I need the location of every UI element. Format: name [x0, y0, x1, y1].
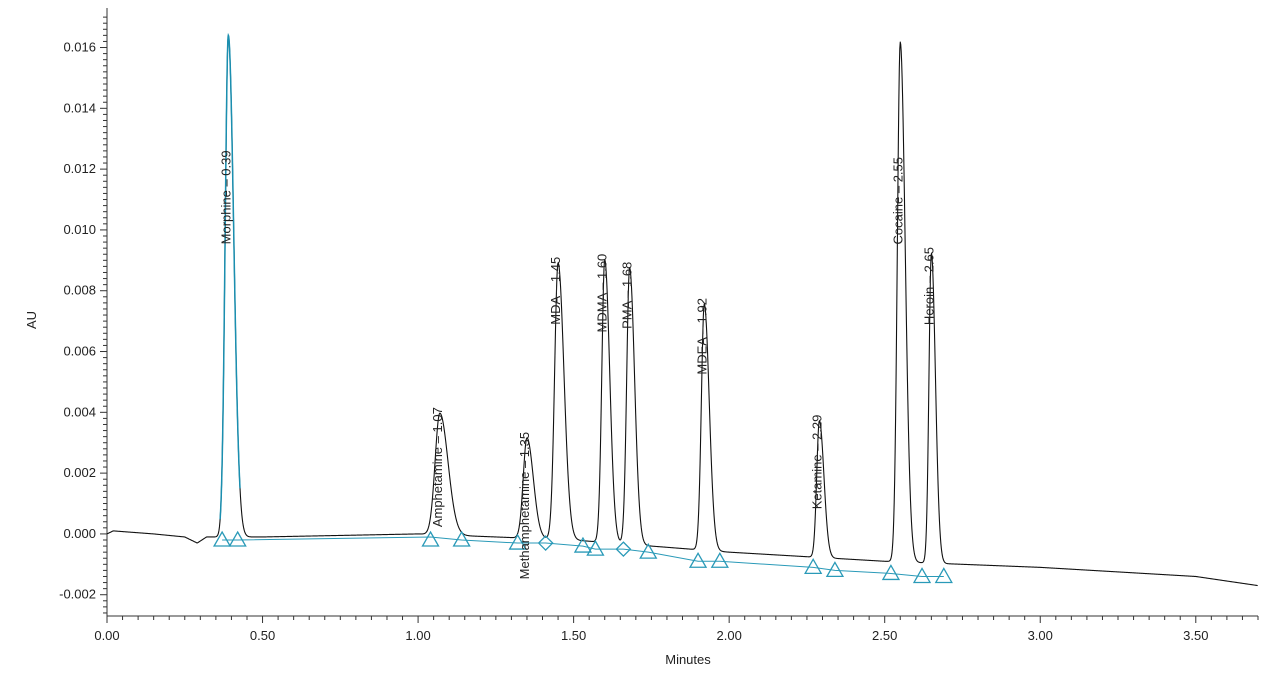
traces	[106, 32, 1258, 587]
x-tick-label: 1.50	[561, 628, 586, 643]
triangle-marker	[912, 567, 932, 584]
triangle-marker	[573, 536, 593, 553]
axes: -0.002 0.000 0.002 0.004 0.006 0.008 0.010 0.01…	[59, 8, 1259, 643]
highlighted-peak-trace	[219, 32, 241, 520]
y-tick-label: 0.004	[63, 404, 96, 419]
chromatogram-trace	[106, 34, 1258, 587]
y-tick-label: 0.002	[63, 465, 96, 480]
triangle-marker	[421, 530, 440, 547]
peak-label: Methamphetamine – 1.35	[517, 432, 532, 579]
triangle-marker	[452, 530, 471, 547]
triangle-marker	[825, 561, 845, 578]
y-tick-label: 0.008	[63, 283, 96, 298]
x-axis-title: Minutes	[665, 652, 711, 667]
y-tick-label: 0.006	[63, 344, 96, 359]
y-tick-label: 0.012	[63, 161, 96, 176]
peak-label: Heroin – 2.65	[921, 247, 936, 325]
y-tick-label: 0.016	[63, 40, 96, 55]
triangle-marker	[586, 539, 605, 556]
y-tick-label: 0.014	[63, 100, 96, 115]
x-tick-label: 3.00	[1028, 628, 1053, 643]
peak-label: MDMA – 1.60	[595, 254, 610, 333]
peak-label: Morphine – 0.39	[218, 150, 233, 244]
x-tick-label: 1.00	[405, 628, 430, 643]
peak-label: MDA – 1.45	[548, 257, 563, 325]
peak-label: MDEA – 1.92	[694, 298, 709, 375]
x-tick-label: 2.50	[872, 628, 897, 643]
peak-label: Amphetamine – 1.07	[430, 407, 445, 527]
x-tick-label: 2.00	[717, 628, 742, 643]
integration-baseline	[222, 536, 944, 577]
peak-labels: Morphine – 0.39 Amphetamine – 1.07 Methamp…	[218, 150, 936, 579]
x-tick-label: 3.50	[1183, 628, 1208, 643]
x-tick-label: 0.50	[250, 628, 275, 643]
triangle-marker	[710, 551, 729, 568]
y-axis-title: AU	[24, 311, 39, 329]
triangle-marker	[639, 542, 658, 559]
triangle-marker	[508, 533, 527, 550]
triangle-marker	[212, 530, 232, 547]
triangle-marker	[688, 551, 708, 568]
peak-label: Ketamine – 2.29	[809, 415, 824, 510]
peak-label: PMA – 1.68	[620, 262, 635, 329]
diamond-marker	[615, 541, 632, 558]
peak-label: Cocaine – 2.55	[890, 157, 905, 244]
x-tick-label: 0.00	[94, 628, 119, 643]
triangle-marker	[228, 530, 247, 547]
triangle-marker	[934, 567, 953, 584]
triangle-marker	[804, 558, 823, 575]
integration-markers	[212, 530, 953, 584]
y-tick-label: -0.002	[59, 587, 96, 602]
diamond-marker	[537, 535, 554, 551]
triangle-marker	[881, 564, 901, 581]
y-tick-label: 0.010	[63, 222, 96, 237]
y-tick-label: 0.000	[63, 526, 96, 541]
